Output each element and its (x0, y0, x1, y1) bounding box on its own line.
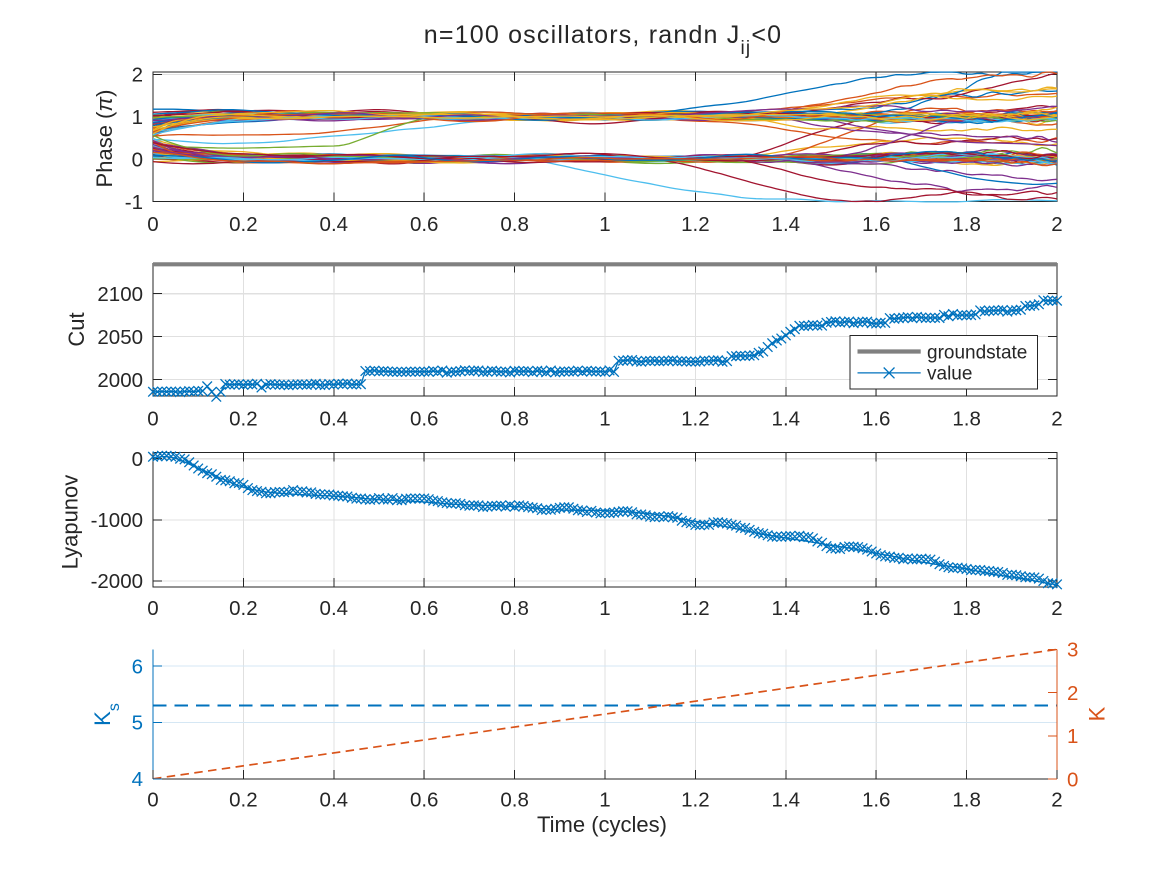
svg-text:0: 0 (1067, 768, 1078, 791)
svg-text:0: 0 (147, 213, 158, 236)
svg-text:Lyapunov: Lyapunov (58, 475, 83, 570)
svg-text:1.2: 1.2 (681, 597, 710, 620)
svg-text:0.2: 0.2 (229, 789, 258, 812)
svg-text:2: 2 (1051, 789, 1062, 812)
svg-text:2: 2 (1051, 213, 1062, 236)
svg-text:Cut: Cut (64, 312, 89, 346)
svg-text:1.4: 1.4 (772, 789, 801, 812)
svg-text:0.4: 0.4 (320, 597, 349, 620)
svg-text:0.4: 0.4 (320, 789, 349, 812)
svg-text:0.6: 0.6 (410, 597, 439, 620)
svg-text:1.4: 1.4 (772, 408, 801, 431)
svg-text:0: 0 (147, 408, 158, 431)
svg-text:-1: -1 (125, 191, 143, 214)
svg-text:1: 1 (599, 597, 610, 620)
svg-text:1.2: 1.2 (681, 408, 710, 431)
svg-text:1: 1 (1067, 725, 1078, 748)
svg-text:0.2: 0.2 (229, 597, 258, 620)
svg-text:0.2: 0.2 (229, 408, 258, 431)
svg-text:1.6: 1.6 (862, 789, 891, 812)
svg-text:2: 2 (1067, 682, 1078, 705)
svg-text:1.4: 1.4 (772, 597, 801, 620)
svg-text:Time (cycles): Time (cycles) (537, 812, 667, 837)
svg-text:0: 0 (132, 448, 143, 471)
svg-text:1: 1 (132, 106, 143, 129)
svg-text:0: 0 (132, 149, 143, 172)
svg-text:K: K (1085, 706, 1110, 721)
svg-text:0.8: 0.8 (500, 597, 529, 620)
svg-text:1.6: 1.6 (862, 213, 891, 236)
svg-text:0.2: 0.2 (229, 213, 258, 236)
svg-text:Phase (π): Phase (π) (92, 90, 117, 188)
svg-text:1.4: 1.4 (772, 213, 801, 236)
svg-text:0.8: 0.8 (500, 213, 529, 236)
svg-text:2000: 2000 (97, 369, 143, 392)
svg-text:1.6: 1.6 (862, 408, 891, 431)
svg-text:0.6: 0.6 (410, 789, 439, 812)
svg-text:0.8: 0.8 (500, 789, 529, 812)
svg-text:-2000: -2000 (91, 570, 143, 593)
svg-text:0.8: 0.8 (500, 408, 529, 431)
svg-text:6: 6 (132, 655, 143, 678)
svg-text:1.8: 1.8 (952, 408, 981, 431)
svg-text:0: 0 (147, 789, 158, 812)
svg-text:2: 2 (1051, 597, 1062, 620)
svg-text:2: 2 (1051, 408, 1062, 431)
svg-text:2: 2 (132, 64, 143, 87)
svg-text:5: 5 (132, 712, 143, 735)
svg-text:1.2: 1.2 (681, 789, 710, 812)
svg-text:0: 0 (147, 597, 158, 620)
svg-text:1.8: 1.8 (952, 597, 981, 620)
svg-text:-1000: -1000 (91, 509, 143, 532)
svg-text:1: 1 (599, 789, 610, 812)
svg-text:1.8: 1.8 (952, 789, 981, 812)
svg-text:3: 3 (1067, 639, 1078, 662)
svg-text:0.4: 0.4 (320, 213, 349, 236)
svg-text:value: value (927, 364, 972, 385)
svg-text:1: 1 (599, 408, 610, 431)
svg-text:1.6: 1.6 (862, 597, 891, 620)
svg-text:4: 4 (132, 768, 143, 791)
svg-text:1.8: 1.8 (952, 213, 981, 236)
svg-text:0.6: 0.6 (410, 213, 439, 236)
svg-text:groundstate: groundstate (927, 342, 1027, 363)
svg-text:1.2: 1.2 (681, 213, 710, 236)
svg-text:0.4: 0.4 (320, 408, 349, 431)
svg-text:2050: 2050 (97, 326, 143, 349)
svg-text:2100: 2100 (97, 283, 143, 306)
svg-text:1: 1 (599, 213, 610, 236)
svg-text:0.6: 0.6 (410, 408, 439, 431)
